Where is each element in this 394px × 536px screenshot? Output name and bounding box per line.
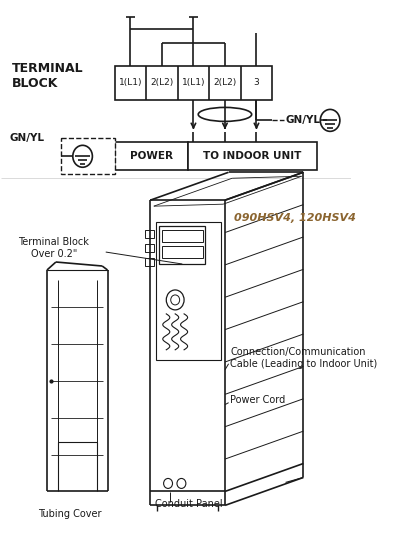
Text: POWER: POWER — [130, 151, 173, 161]
Text: 1(L1): 1(L1) — [182, 78, 205, 87]
Bar — [162, 246, 203, 258]
Bar — [162, 230, 203, 242]
Bar — [145, 230, 154, 238]
Text: Conduit Panel: Conduit Panel — [155, 500, 222, 509]
Text: TERMINAL
BLOCK: TERMINAL BLOCK — [11, 62, 83, 90]
Text: 1(L1): 1(L1) — [119, 78, 142, 87]
Text: GN/YL: GN/YL — [9, 133, 45, 143]
Text: GN/YL: GN/YL — [286, 115, 321, 125]
Bar — [188, 143, 317, 170]
Text: 2(L2): 2(L2) — [213, 78, 236, 87]
Text: Connection/Communication
Cable (Leading to Indoor Unit): Connection/Communication Cable (Leading … — [230, 347, 377, 369]
Text: Power Cord: Power Cord — [230, 394, 286, 405]
Bar — [156, 222, 221, 360]
Bar — [145, 244, 154, 252]
Text: Terminal Block
Over 0.2": Terminal Block Over 0.2" — [19, 237, 89, 259]
Text: 2(L2): 2(L2) — [150, 78, 173, 87]
Text: 3: 3 — [254, 78, 259, 87]
Bar — [115, 65, 272, 100]
Bar — [115, 143, 188, 170]
Bar — [159, 226, 205, 264]
Bar — [61, 138, 115, 174]
Text: TO INDOOR UNIT: TO INDOOR UNIT — [203, 151, 301, 161]
Bar — [145, 258, 154, 266]
Text: 090HSV4, 120HSV4: 090HSV4, 120HSV4 — [234, 213, 356, 223]
Text: Tubing Cover: Tubing Cover — [38, 509, 102, 519]
